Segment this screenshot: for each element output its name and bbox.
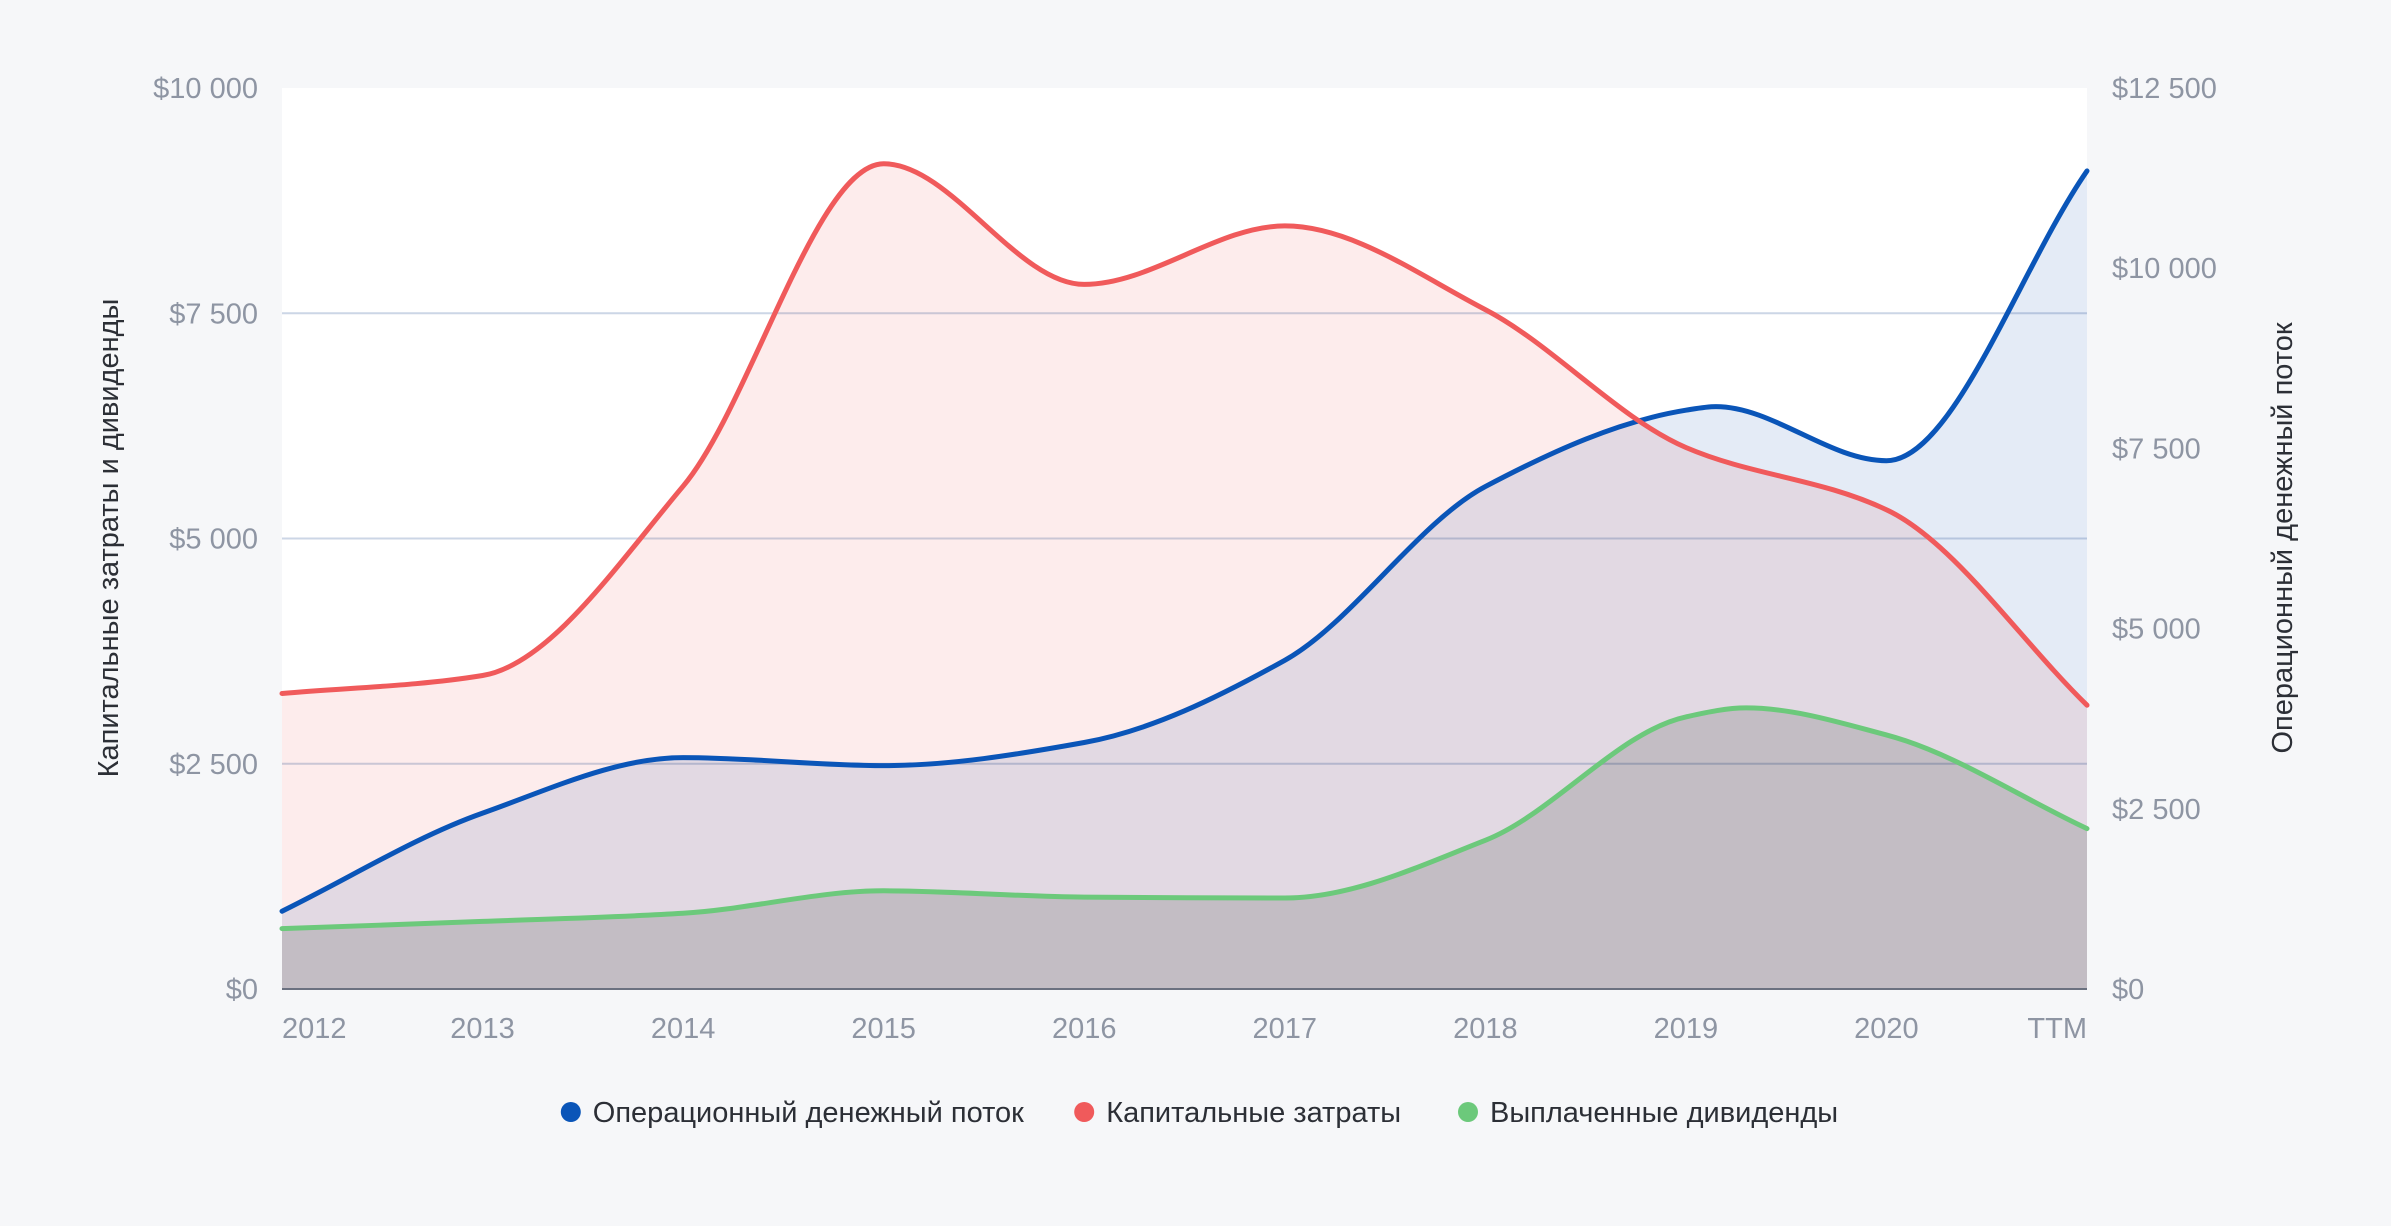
- series-areas: [282, 163, 2087, 989]
- left-tick-label: $10 000: [153, 73, 258, 105]
- legend-item: Капитальные затраты: [1074, 1097, 1401, 1129]
- left-axis-title: Капитальные затраты и дивиденды: [93, 299, 125, 778]
- x-tick-label: 2012: [282, 1013, 347, 1045]
- legend-swatch: [560, 1102, 581, 1122]
- legend-swatch: [1458, 1102, 1478, 1122]
- series-3-line: [279, 705, 2090, 932]
- legend-item: Выплаченные дивиденды: [1458, 1097, 1838, 1129]
- left-tick-label: $5 000: [169, 524, 258, 556]
- legend-swatch: [1074, 1102, 1095, 1122]
- legend-item: Операционный денежный поток: [560, 1097, 1024, 1129]
- x-tick-label: 2013: [450, 1013, 515, 1045]
- x-tick-label: 2019: [1654, 1013, 1719, 1045]
- right-tick-label: $7 500: [2112, 433, 2201, 465]
- x-tick-label: 2020: [1854, 1013, 1919, 1045]
- left-tick-label: $0: [226, 974, 258, 1006]
- x-tick-label: 2017: [1253, 1013, 1318, 1045]
- x-axis-ticks: 2012 2013 2014 2015 2016 2017 2018 2019 2020 TTM: [282, 1013, 2087, 1045]
- right-tick-label: $12 500: [2112, 73, 2217, 105]
- right-axis-title: Операционный денежный поток: [2267, 322, 2299, 753]
- left-axis-ticks: $0 $2 500 $5 000 $7 500 $10 000: [153, 73, 258, 1006]
- series-3-area: [282, 707, 2087, 989]
- x-tick-label: 2018: [1453, 1013, 1518, 1045]
- legend-label: Выплаченные дивиденды: [1490, 1097, 1838, 1129]
- legend: Операционный денежный поток Капитальные з…: [560, 1097, 1838, 1129]
- right-tick-label: $0: [2112, 974, 2144, 1006]
- series-1-line: [279, 168, 2090, 914]
- x-tick-label: 2014: [651, 1013, 716, 1045]
- legend-label: Капитальные затраты: [1106, 1097, 1401, 1129]
- right-tick-label: $2 500: [2112, 794, 2201, 826]
- series-2-line: [279, 161, 2090, 708]
- x-tick-label: 2016: [1052, 1013, 1117, 1045]
- legend-label: Операционный денежный поток: [593, 1097, 1024, 1129]
- left-tick-label: $7 500: [169, 298, 258, 330]
- right-tick-label: $5 000: [2112, 614, 2201, 646]
- x-tick-label: TTM: [2027, 1013, 2087, 1045]
- right-axis-ticks: $0 $2 500 $5 000 $7 500 $10 000 $12 500: [2112, 73, 2217, 1006]
- right-tick-label: $10 000: [2112, 253, 2217, 285]
- left-tick-label: $2 500: [169, 749, 258, 781]
- series-lines: [279, 161, 2090, 932]
- x-tick-label: 2015: [851, 1013, 916, 1045]
